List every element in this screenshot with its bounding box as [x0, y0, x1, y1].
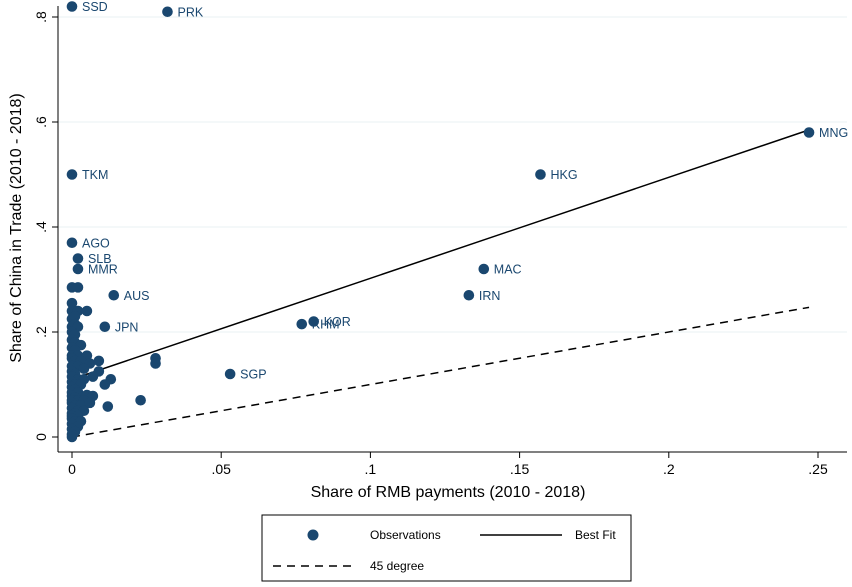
- y-tick-label: .6: [33, 116, 49, 128]
- x-tick-label: 0: [68, 461, 76, 477]
- scatter-point-mng: [803, 127, 815, 138]
- legend-label-45-degree: 45 degree: [370, 559, 424, 573]
- point-label-irn: IRN: [479, 289, 501, 303]
- gridlines: [58, 16, 847, 333]
- scatter-point: [150, 358, 161, 369]
- scatter-point: [87, 371, 99, 382]
- x-axis-title: Share of RMB payments (2010 - 2018): [311, 484, 586, 501]
- point-label-slb: SLB: [88, 252, 112, 266]
- point-label-mac: MAC: [494, 263, 522, 277]
- y-tick-label: .8: [33, 11, 49, 23]
- scatter-point: [135, 394, 146, 406]
- scatter-point-prk: [162, 6, 173, 18]
- scatter-point-ago: [66, 237, 78, 249]
- y-tick-label: 0: [33, 433, 49, 441]
- scatter-point-kor: [308, 316, 320, 327]
- point-label-hkg: HKG: [550, 168, 577, 182]
- scatter-point-aus: [108, 289, 120, 301]
- x-axis-ticks: 0 .05 .1 .15 .2 .25: [68, 452, 828, 477]
- scatter-point: [99, 379, 111, 390]
- scatter-point: [93, 355, 105, 367]
- point-label-jpn: JPN: [115, 320, 139, 334]
- scatter-point: [66, 297, 78, 309]
- x-tick-label: .2: [663, 461, 675, 477]
- scatter-point-mac: [478, 263, 490, 275]
- point-label-sgp: SGP: [240, 368, 266, 382]
- point-label-prk: PRK: [177, 5, 203, 19]
- point-label-kor: KOR: [324, 315, 351, 329]
- y-tick-label: .4: [33, 221, 49, 233]
- scatter-point-irn: [463, 289, 475, 301]
- point-label-aus: AUS: [124, 289, 150, 303]
- scatter-point: [84, 397, 96, 409]
- scatter-point-jpn: [99, 321, 111, 333]
- y-tick-label: .2: [33, 326, 49, 338]
- scatter-point-mmr: [72, 263, 84, 275]
- data-points: [66, 1, 815, 443]
- point-label-khm: KHM: [312, 318, 340, 332]
- point-label-ago: AGO: [82, 236, 110, 250]
- scatter-point-slb: [72, 253, 84, 264]
- point-label-mng: MNG: [819, 126, 848, 140]
- scatter-point: [102, 401, 114, 412]
- scatter-point: [81, 305, 93, 317]
- point-label-ssd: SSD: [82, 0, 108, 14]
- scatter-point-hkg: [535, 169, 546, 180]
- scatter-point-sgp: [224, 368, 236, 380]
- scatter-point: [72, 282, 84, 293]
- scatter-point-tkm: [66, 169, 78, 180]
- y-axis-ticks: 0 .2 .4 .6 .8: [33, 11, 58, 441]
- x-tick-label: .15: [510, 461, 530, 477]
- legend-marker-observations: [307, 529, 319, 541]
- scatter-point: [69, 310, 81, 322]
- fit-lines: [71, 129, 810, 438]
- scatter-point-khm: [296, 318, 308, 330]
- x-tick-label: .05: [211, 461, 231, 477]
- x-tick-label: .25: [808, 461, 828, 477]
- legend: Observations Best Fit 45 degree: [261, 514, 632, 582]
- line-best-fit: [71, 129, 810, 380]
- scatter-point: [78, 363, 90, 375]
- point-label-tkm: TKM: [82, 168, 108, 182]
- scatter-point: [66, 431, 78, 443]
- y-axis-title: Share of China in Trade (2010 - 2018): [8, 93, 25, 363]
- scatter-point-ssd: [66, 1, 78, 12]
- plot-area: [58, 6, 847, 452]
- x-tick-label: .1: [365, 461, 377, 477]
- line-45-degree: [71, 306, 810, 438]
- legend-label-best-fit: Best Fit: [575, 528, 616, 542]
- legend-label-observations: Observations: [370, 528, 441, 542]
- point-label-mmr: MMR: [88, 263, 118, 277]
- legend-box: [261, 514, 632, 582]
